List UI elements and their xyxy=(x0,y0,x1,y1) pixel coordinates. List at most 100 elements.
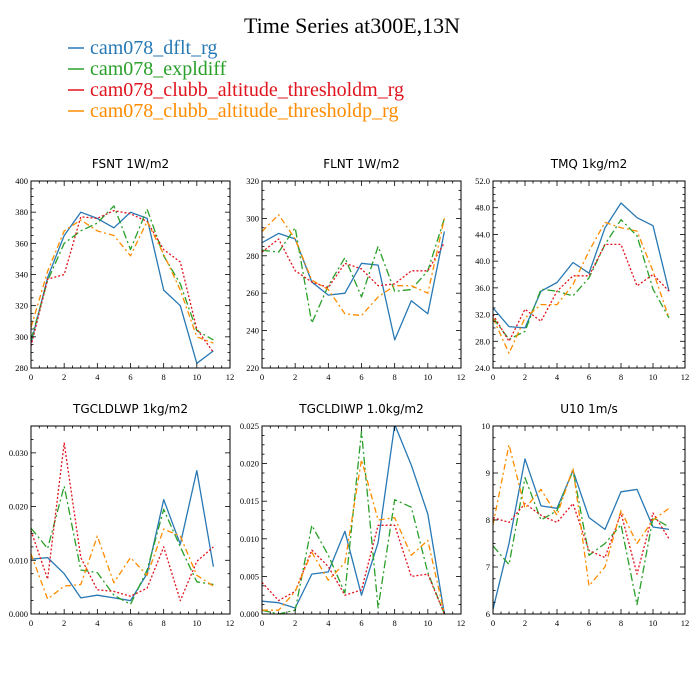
y-tick-label: 340 xyxy=(15,270,28,280)
series-group xyxy=(493,444,670,610)
x-tick-label: 2 xyxy=(293,618,297,628)
series-group xyxy=(31,442,215,605)
x-tick-label: 6 xyxy=(359,618,363,628)
x-tick-label: 8 xyxy=(393,372,397,382)
x-tick-label: 12 xyxy=(457,618,466,628)
series-line-cam078_clubb_altitude_thresholdp_rg xyxy=(262,459,446,614)
x-tick-label: 10 xyxy=(193,618,202,628)
x-tick-label: 8 xyxy=(619,618,623,628)
x-tick-label: 10 xyxy=(649,372,658,382)
legend-label-2: cam078_expldiff xyxy=(90,58,227,80)
panels: FSNT 1W/m20 2 4 6 8 10 12280300320340360380400… xyxy=(9,157,689,628)
x-tick-label: 4 xyxy=(326,618,331,628)
panel-title-1: FSNT 1W/m2 xyxy=(92,157,169,171)
x-tick-label: 2 xyxy=(293,372,297,382)
x-tick-label: 6 xyxy=(128,372,132,382)
y-tick-label: 300 xyxy=(15,332,28,342)
chart-panel-4: TGCLDLWP 1kg/m2 0 2 4 6 8 10 12 0.000 0.010 0.020 0… xyxy=(9,402,234,628)
x-tick-label: 12 xyxy=(681,618,690,628)
series-line-cam078_clubb_altitude_thresholdp_rg xyxy=(31,219,214,344)
y-tick-label: 360 xyxy=(15,238,28,248)
y-tick-label: 300 xyxy=(246,213,259,223)
series-line-cam078_clubb_altitude_thresholdm_rg xyxy=(262,524,446,614)
x-tick-label: 2 xyxy=(62,618,66,628)
panel-title-6: U10 1m/s xyxy=(560,402,618,416)
y-tick-label: 36.0 xyxy=(475,283,490,293)
series-line-cam078_clubb_altitude_thresholdm_rg xyxy=(493,243,670,342)
series-group xyxy=(493,202,670,354)
y-tick-label: 0.005 xyxy=(240,571,259,581)
x-tick-label: 0 xyxy=(260,618,264,628)
series-line-cam078_clubb_altitude_thresholdp_rg xyxy=(493,444,670,587)
x-tick-label: 12 xyxy=(681,372,690,382)
y-tick-label: 7 xyxy=(486,562,490,572)
x-tick-label: 8 xyxy=(162,372,166,382)
series-line-cam078_clubb_altitude_thresholdp_rg xyxy=(262,214,446,317)
y-tick-label: 44.0 xyxy=(475,229,490,239)
y-tick-label: 28.0 xyxy=(475,336,490,346)
x-tick-label: 4 xyxy=(95,372,100,382)
panel-title-3: TMQ 1kg/m2 xyxy=(550,157,628,171)
y-tick-label: 0.015 xyxy=(240,496,259,506)
series-group xyxy=(262,214,446,341)
x-tick-label: 4 xyxy=(555,618,560,628)
panel-title-2: FLNT 1W/m2 xyxy=(323,157,400,171)
chart-panel-2: FLNT 1W/m2 0 2 4 6 8 10 12 220 240 260 280 300 320 xyxy=(246,157,465,382)
x-tick-label: 12 xyxy=(226,618,235,628)
x-tick-label: 0 xyxy=(491,372,495,382)
x-tick-label: 8 xyxy=(162,618,166,628)
x-tick-label: 4 xyxy=(326,372,331,382)
legend-label-4: cam078_clubb_altitude_thresholdp_rg xyxy=(90,100,398,122)
y-tick-label: 280 xyxy=(15,363,28,373)
x-tick-label: 4 xyxy=(555,372,560,382)
x-tick-label: 8 xyxy=(619,372,623,382)
y-tick-label: 0.000 xyxy=(240,609,259,619)
series-group xyxy=(31,205,214,364)
x-tick-label: 4 xyxy=(95,618,100,628)
chart-panel-1: FSNT 1W/m2 0 2 4 6 8 10 12 280 300 320 340 360 380 400 xyxy=(15,157,234,382)
x-tick-label: 6 xyxy=(359,372,363,382)
x-tick-label: 2 xyxy=(62,372,66,382)
series-group xyxy=(262,426,446,614)
series-line-cam078_dflt_rg xyxy=(262,426,446,614)
y-tick-label: 0.030 xyxy=(9,448,28,458)
y-tick-label: 32.0 xyxy=(475,310,490,320)
chart-panel-5: TGCLDIWP 1.0kg/m2 0 2 4 6 8 10 12 0.000 0.005 0.01… xyxy=(240,402,465,628)
x-tick-label: 0 xyxy=(260,372,264,382)
x-tick-label: 12 xyxy=(226,372,235,382)
y-tick-label: 52.0 xyxy=(475,176,490,186)
series-line-cam078_expldiff xyxy=(31,485,214,605)
series-line-cam078_expldiff xyxy=(493,469,670,606)
y-tick-label: 10 xyxy=(482,421,491,431)
y-tick-label: 240 xyxy=(246,326,259,336)
x-tick-label: 2 xyxy=(523,618,527,628)
series-line-cam078_dflt_rg xyxy=(31,211,214,364)
y-tick-label: 220 xyxy=(246,363,259,373)
y-tick-label: 0.010 xyxy=(240,534,259,544)
y-tick-label: 0.025 xyxy=(240,421,259,431)
series-line-cam078_clubb_altitude_thresholdm_rg xyxy=(31,442,214,602)
series-line-cam078_clubb_altitude_thresholdm_rg xyxy=(31,209,214,353)
y-tick-label: 260 xyxy=(246,288,259,298)
y-tick-label: 400 xyxy=(15,176,28,186)
y-tick-label: 0.000 xyxy=(9,609,28,619)
x-tick-label: 10 xyxy=(649,618,658,628)
series-line-cam078_expldiff xyxy=(493,219,670,340)
x-tick-label: 8 xyxy=(393,618,397,628)
y-tick-label: 6 xyxy=(486,609,490,619)
x-tick-label: 6 xyxy=(587,372,591,382)
y-tick-label: 320 xyxy=(15,301,28,311)
y-tick-label: 8 xyxy=(486,515,490,525)
x-tick-label: 6 xyxy=(128,618,132,628)
y-tick-label: 0.020 xyxy=(240,459,259,469)
x-tick-label: 12 xyxy=(457,372,466,382)
legend-label-1: cam078_dflt_rg xyxy=(90,37,217,59)
x-tick-label: 6 xyxy=(587,618,591,628)
series-line-cam078_expldiff xyxy=(31,205,214,341)
figure-title: Time Series at300E,13N xyxy=(244,13,460,38)
x-tick-label: 0 xyxy=(29,618,33,628)
x-tick-label: 10 xyxy=(193,372,202,382)
